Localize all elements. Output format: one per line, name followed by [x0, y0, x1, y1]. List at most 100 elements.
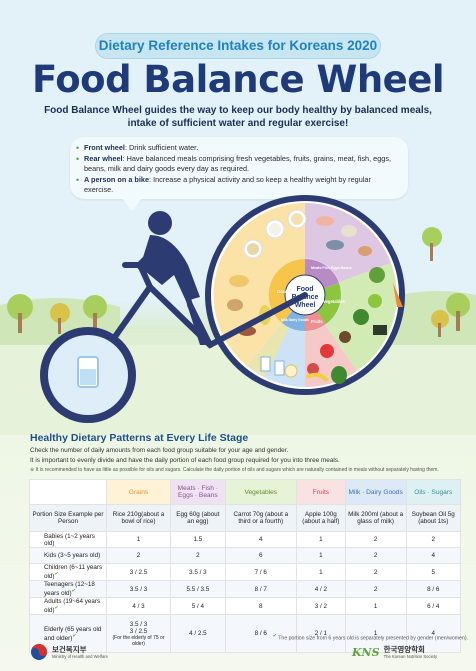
- instruction-line-2: It is important to evenly divide and hav…: [30, 457, 340, 464]
- elderly-grain-1: 3.5 / 3: [129, 620, 148, 628]
- row-label: Children (6~11 years old)✔: [29, 562, 107, 582]
- tick-icon: ✔: [71, 588, 76, 595]
- row-label: Adults (19~64 years old)✔: [29, 597, 107, 616]
- col-grains: Grains: [105, 479, 172, 505]
- ministry-name-kor: 보건복지부: [52, 644, 87, 654]
- tick-icon: ✔: [72, 632, 77, 639]
- wheel-label-vegetables: Vegetables: [323, 299, 346, 304]
- ministry-logo: 보건복지부 Ministry of Health and Welfare: [30, 641, 108, 663]
- dri-tag: Dietary Reference Intakes for Koreans 20…: [95, 33, 381, 59]
- cell: 6: [224, 547, 297, 564]
- instruction-note: ※ It is recommended to have as little as…: [30, 467, 439, 473]
- cell: 3.5 / 3: [170, 562, 226, 582]
- row-label: Teenagers (12~18 years old)✔: [29, 580, 107, 599]
- cell: 4 / 3: [105, 597, 172, 616]
- cell: 7 / 6: [224, 562, 297, 582]
- cell: 8 / 7: [224, 580, 297, 599]
- cell: 1: [295, 562, 346, 582]
- note-person-bike: A person on a bike: Increase a physical …: [76, 175, 400, 195]
- example-fruits: Apple 100g (about a half): [295, 504, 346, 532]
- tick-icon: ✔: [54, 605, 59, 612]
- footnote: ✔ The portion size from 6 years old is s…: [272, 633, 468, 642]
- cell: 4: [224, 531, 297, 548]
- col-meats: Meats · Fish · Eggs · Beans: [170, 479, 226, 505]
- cell: 2: [344, 562, 407, 582]
- cell: 3.5 / 3: [105, 580, 172, 599]
- section-title: Healthy Dietary Patterns at Every Life S…: [30, 432, 249, 444]
- page-title: Food Balance Wheel: [31, 58, 445, 101]
- cell: 5: [405, 562, 462, 582]
- wheel-label-grains: Grains: [277, 289, 292, 294]
- cell: 2: [170, 547, 226, 564]
- cell: 4 / 2.5: [170, 614, 226, 654]
- cell: 6 / 4: [405, 597, 462, 616]
- row-label: Babies (1~2 years old): [29, 531, 107, 548]
- rider-icon: [135, 211, 212, 345]
- table-row: Teenagers (12~18 years old)✔ 3.5 / 3 5.5…: [29, 580, 462, 599]
- table-row: Babies (1~2 years old) 1 1.5 4 1 2 2: [29, 531, 462, 548]
- cell: 2: [105, 547, 172, 564]
- cell: 2 / 1: [295, 614, 346, 654]
- wheel-label-milk: Milk·Dairy Goods: [281, 318, 309, 322]
- taegeuk-icon: [31, 644, 47, 660]
- cell: 5.5 / 3.5: [170, 580, 226, 599]
- cell: 8 / 6: [405, 580, 462, 599]
- col-vegetables: Vegetables: [224, 479, 297, 505]
- example-grains: Rice 210g(about a bowl of rice): [105, 504, 172, 532]
- food-items-icon: [227, 209, 403, 384]
- col-fruits: Fruits: [295, 479, 346, 505]
- cell: 8 / 6: [224, 614, 297, 654]
- bike-illustration: Food Balance Wheel Grains Meats·Fish·Egg…: [0, 195, 476, 435]
- table-row: Kids (3~5 years old) 2 2 6 1 2 4: [29, 547, 462, 564]
- dietary-patterns-table: Grains Meats · Fish · Eggs · Beans Veget…: [29, 479, 462, 654]
- cell: 3 / 2: [295, 597, 346, 616]
- food-balance-wheel: Food Balance Wheel Grains Meats·Fish·Egg…: [205, 195, 405, 395]
- section-instructions: Check the number of daily amounts from e…: [30, 446, 470, 474]
- notes-bubble: Front wheel: Drink sufficient water. Rea…: [70, 137, 408, 211]
- elderly-grain-2: 3 / 2.5: [129, 627, 148, 635]
- society-name-kor: 한국영양학회: [383, 644, 425, 654]
- cell: 4 / 2: [295, 580, 346, 599]
- col-milk: Milk · Dairy Goods: [344, 479, 407, 505]
- table-row: Adults (19~64 years old)✔ 4 / 3 5 / 4 8 …: [29, 597, 462, 616]
- cell: 1: [344, 614, 407, 654]
- example-label: Portion Size Example per Person: [29, 504, 107, 532]
- table-row: Children (6~11 years old)✔ 3 / 2.5 3.5 /…: [29, 562, 462, 582]
- cell: 1: [105, 531, 172, 548]
- example-meats: Egg 60g (about an egg): [170, 504, 226, 532]
- note-front-wheel: Front wheel: Drink sufficient water.: [76, 143, 400, 153]
- water-wheel-icon: [40, 327, 136, 423]
- row-label: Elderly (65 years old and older)✔: [29, 614, 107, 654]
- cell: 2: [344, 580, 407, 599]
- cell: 1: [295, 531, 346, 548]
- row-label: Kids (3~5 years old): [29, 547, 107, 564]
- cell: 5 / 4: [170, 597, 226, 616]
- cell: 8: [224, 597, 297, 616]
- cell: 1: [344, 597, 407, 616]
- cell: 2: [344, 531, 407, 548]
- cell: 2: [405, 531, 462, 548]
- example-milk: Milk 200ml (about a glass of milk): [344, 504, 407, 532]
- cell: 2: [344, 547, 407, 564]
- example-oils: Soybean Oil 5g (about 1ts): [405, 504, 462, 532]
- wheel-label-fruits: Fruits: [311, 319, 323, 324]
- cell: 4: [405, 547, 462, 564]
- instruction-line-1: Check the number of daily amounts from e…: [30, 447, 289, 454]
- col-oils: Oils · Sugars: [405, 479, 462, 505]
- cell: 1: [295, 547, 346, 564]
- ministry-name-eng: Ministry of Health and Welfare: [52, 653, 109, 659]
- cell: 1.5: [170, 531, 226, 548]
- tick-icon: ✔: [272, 633, 277, 639]
- table-row: Elderly (65 years old and older)✔ 3.5 / …: [29, 614, 462, 654]
- cell: 3.5 / 3 3 / 2.5 (For the elderly of 75 o…: [105, 614, 172, 654]
- elderly-grain-note: (For the elderly of 75 or older): [112, 634, 165, 647]
- page-subtitle: Food Balance Wheel guides the way to kee…: [44, 105, 432, 129]
- note-rear-wheel: Rear wheel: Have balanced meals comprisi…: [76, 154, 400, 174]
- society-logo: KNS 한국영양학회 The Korean Nutrition Society: [352, 641, 437, 663]
- cell: 3 / 2.5: [105, 562, 172, 582]
- tree-icon: [7, 227, 470, 337]
- example-vegetables: Carrot 70g (about a third or a fourth): [224, 504, 297, 532]
- society-name-eng: The Korean Nutrition Society: [383, 653, 438, 659]
- tick-icon: ✔: [54, 571, 59, 577]
- wheel-center-line3: Wheel: [295, 302, 316, 309]
